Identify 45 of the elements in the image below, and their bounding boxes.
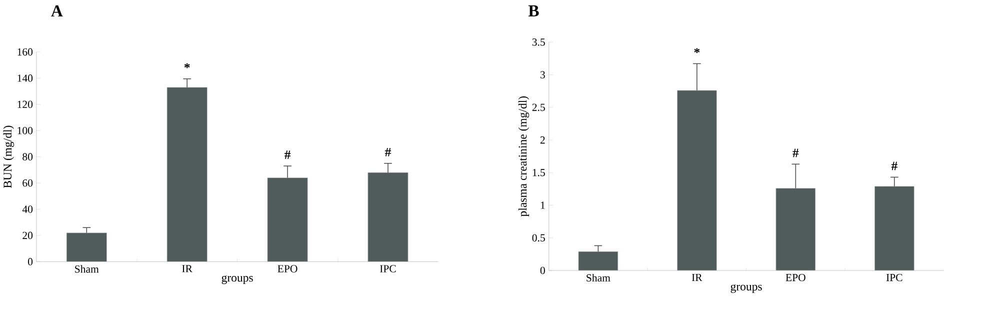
y-tick-label: 3 <box>540 70 545 78</box>
bar <box>578 251 618 270</box>
y-tick-label: 140 <box>18 74 33 82</box>
chart-title: A <box>51 5 63 16</box>
data-label: * <box>184 63 190 68</box>
x-tick-label: IR <box>692 274 702 281</box>
data-label: # <box>792 148 799 157</box>
y-tick-label: 20 <box>22 232 33 239</box>
y-tick-label: 120 <box>18 100 33 108</box>
y-tick-label: 1.5 <box>532 168 545 176</box>
x-tick-label: IPC <box>886 274 902 281</box>
x-tick-label: EPO <box>786 274 806 281</box>
y-axis-title: BUN (mg/dl) <box>3 126 14 188</box>
x-axis-title: groups <box>222 275 253 284</box>
y-tick-label: 80 <box>22 152 33 160</box>
x-tick-label: EPO <box>278 264 298 272</box>
y-axis-title: plasma creatinine (mg/dl) <box>518 96 530 216</box>
y-tick-label: 2 <box>540 136 545 144</box>
y-tick-label: 100 <box>18 126 33 134</box>
y-tick-label: 1 <box>540 201 545 209</box>
bar <box>368 172 408 262</box>
y-tick-label: 0 <box>540 266 545 274</box>
x-axis-title: groups <box>730 284 762 293</box>
y-tick-label: 0 <box>28 258 33 266</box>
y-tick-label: 0.5 <box>532 234 545 242</box>
x-tick-label: Sham <box>586 274 610 282</box>
x-tick-label: Sham <box>75 264 99 272</box>
bar <box>166 86 208 262</box>
y-tick-label: 160 <box>18 48 33 56</box>
y-tick-label: 3.5 <box>532 38 545 46</box>
bar <box>676 90 717 270</box>
x-tick-label: IR <box>182 264 192 272</box>
data-label: * <box>694 48 700 53</box>
data-label: # <box>284 150 291 159</box>
chart-title: B <box>528 5 539 16</box>
bar <box>66 232 107 262</box>
y-tick-label: 60 <box>22 179 33 186</box>
bar <box>874 186 914 270</box>
data-label: # <box>384 148 392 156</box>
y-tick-label: 2.5 <box>532 104 545 111</box>
bar <box>776 188 816 270</box>
x-tick-label: IPC <box>380 264 396 272</box>
y-tick-label: 40 <box>22 205 33 213</box>
data-label: # <box>891 162 898 170</box>
bar <box>267 177 308 262</box>
